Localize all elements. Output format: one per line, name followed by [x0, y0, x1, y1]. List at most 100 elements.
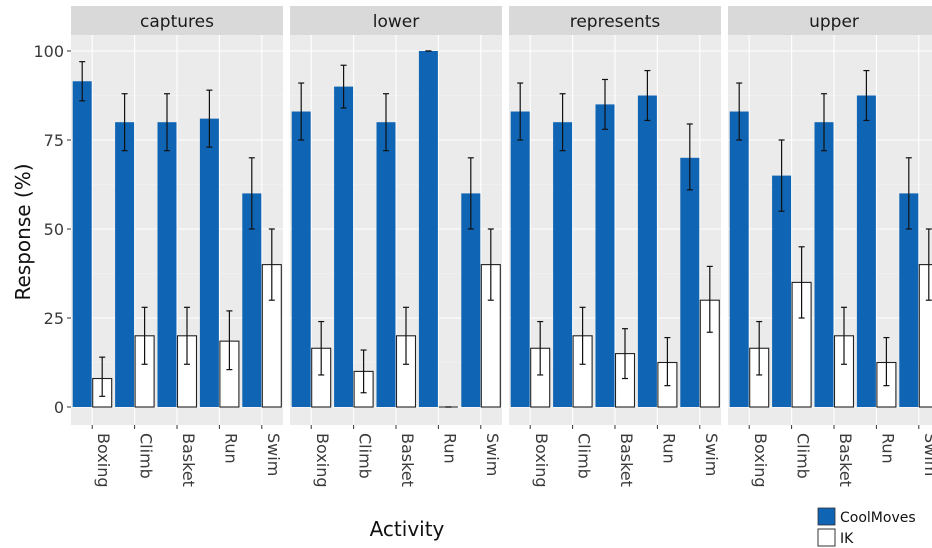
- error-bar-coolmoves-climb: [121, 93, 128, 152]
- y-tick-label: 75: [44, 131, 64, 150]
- error-bar-coolmoves-swim: [248, 157, 255, 230]
- bar-coolmoves-run: [637, 95, 657, 407]
- error-bar-ik-boxing: [99, 356, 106, 397]
- y-tick-label: 25: [44, 309, 64, 328]
- y-axis: 0 25 50 75 100: [33, 42, 71, 417]
- panel-represents: represents Boxing Climb Basket Run Swim: [509, 6, 721, 487]
- error-bar-ik-climb: [579, 306, 586, 365]
- error-bar-ik-swim: [706, 265, 713, 333]
- error-bar-coolmoves-climb: [340, 64, 347, 109]
- x-tick-label-basket: Basket: [398, 433, 417, 487]
- facet-strip-label: lower: [373, 12, 419, 32]
- x-tick-label-boxing: Boxing: [313, 433, 332, 487]
- error-bar-coolmoves-boxing: [736, 82, 743, 141]
- x-tick-label-boxing: Boxing: [532, 433, 551, 487]
- facet-strip: [728, 6, 932, 35]
- legend-swatch-coolmoves: [817, 507, 836, 526]
- error-bar-ik-run: [883, 336, 890, 387]
- x-axis-title: Activity: [370, 517, 445, 541]
- error-bar-ik-basket: [841, 306, 847, 365]
- y-tick-label: 50: [44, 220, 64, 239]
- error-bar-coolmoves-boxing: [298, 82, 305, 141]
- x-tick-label-swim: Swim: [702, 433, 721, 476]
- x-tick-label-basket: Basket: [836, 433, 855, 487]
- bar-coolmoves-climb: [772, 175, 792, 407]
- x-tick-label-basket: Basket: [617, 433, 636, 487]
- x-tick-label-swim: Swim: [921, 433, 932, 476]
- error-bar-coolmoves-basket: [164, 93, 170, 152]
- error-bar-ik-climb: [798, 246, 805, 319]
- error-bar-coolmoves-run: [206, 89, 213, 148]
- bar-coolmoves-boxing: [510, 111, 530, 408]
- error-bar-coolmoves-boxing: [517, 82, 524, 141]
- bar-coolmoves-run: [199, 118, 219, 407]
- bar-coolmoves-basket: [595, 104, 615, 408]
- error-bar-ik-boxing: [318, 320, 325, 376]
- y-tick-label: 0: [54, 398, 64, 417]
- error-bar-coolmoves-boxing: [79, 61, 86, 102]
- error-bar-coolmoves-basket: [383, 93, 389, 152]
- facet-strip-label: captures: [140, 12, 214, 32]
- error-bar-coolmoves-climb: [559, 93, 566, 152]
- error-bar-coolmoves-swim: [905, 157, 912, 230]
- error-bar-ik-swim: [925, 228, 932, 301]
- bar-coolmoves-basket: [376, 122, 396, 407]
- x-tick-label-climb: Climb: [794, 433, 813, 479]
- x-tick-label-run: Run: [221, 433, 240, 464]
- x-tick-label-run: Run: [659, 433, 678, 464]
- y-tick-label: 100: [33, 42, 64, 61]
- bar-coolmoves-swim: [242, 193, 262, 407]
- x-tick-label-swim: Swim: [483, 433, 502, 476]
- panel-captures: captures Boxing Climb Basket Run Swim: [71, 6, 283, 487]
- panel-lower: lower Boxing Climb Basket Run Swim: [290, 6, 502, 487]
- x-tick-label-boxing: Boxing: [751, 433, 770, 487]
- legend-label-ik: IK: [840, 531, 854, 547]
- facet-strip: [509, 6, 721, 35]
- legend: CoolMoves IK: [817, 507, 916, 547]
- facet-strip-label: upper: [809, 12, 859, 32]
- facet-strip-label: represents: [570, 12, 661, 32]
- error-bar-ik-climb: [360, 349, 367, 394]
- x-tick-label-basket: Basket: [179, 433, 198, 487]
- bar-coolmoves-swim: [899, 193, 919, 407]
- error-bar-ik-boxing: [756, 320, 763, 376]
- error-bar-ik-boxing: [537, 320, 544, 376]
- error-bar-ik-basket: [622, 328, 628, 380]
- error-bar-ik-climb: [141, 306, 148, 365]
- x-tick-label-swim: Swim: [264, 433, 283, 476]
- error-bar-ik-basket: [403, 306, 409, 365]
- bar-coolmoves-basket: [814, 122, 834, 407]
- bar-coolmoves-climb: [553, 122, 573, 407]
- error-bar-ik-swim: [268, 228, 275, 301]
- x-tick-label-boxing: Boxing: [94, 433, 113, 487]
- error-bar-coolmoves-climb: [778, 139, 785, 212]
- bar-coolmoves-run: [418, 51, 438, 407]
- legend-label-coolmoves: CoolMoves: [840, 510, 916, 526]
- panel-upper: upper Boxing Climb Basket Run Swim: [728, 6, 932, 487]
- y-axis-title: Response (%): [11, 163, 35, 300]
- error-bar-coolmoves-swim: [467, 157, 474, 230]
- bar-coolmoves-swim: [680, 157, 700, 407]
- panels-layer: captures Boxing Climb Basket Run Swim lower Box…: [71, 6, 932, 487]
- bar-coolmoves-run: [856, 95, 876, 407]
- x-tick-label-climb: Climb: [137, 433, 156, 479]
- error-bar-coolmoves-run: [863, 69, 870, 122]
- x-tick-label-run: Run: [878, 433, 897, 464]
- bar-ik-swim: [918, 264, 932, 408]
- bar-coolmoves-boxing: [729, 111, 749, 408]
- facet-strip: [290, 6, 502, 35]
- facet-strip: [71, 6, 283, 35]
- bar-coolmoves-basket: [157, 122, 177, 407]
- error-bar-coolmoves-swim: [686, 123, 693, 191]
- error-bar-ik-run: [226, 310, 233, 371]
- x-tick-label-climb: Climb: [356, 433, 375, 479]
- bar-coolmoves-climb: [115, 122, 135, 407]
- bar-coolmoves-swim: [461, 193, 481, 407]
- x-tick-label-run: Run: [440, 433, 459, 464]
- error-bar-coolmoves-basket: [821, 93, 827, 152]
- bar-coolmoves-boxing: [291, 111, 311, 408]
- error-bar-coolmoves-run: [644, 69, 651, 122]
- error-bar-coolmoves-basket: [602, 78, 608, 130]
- error-bar-ik-run: [664, 336, 671, 387]
